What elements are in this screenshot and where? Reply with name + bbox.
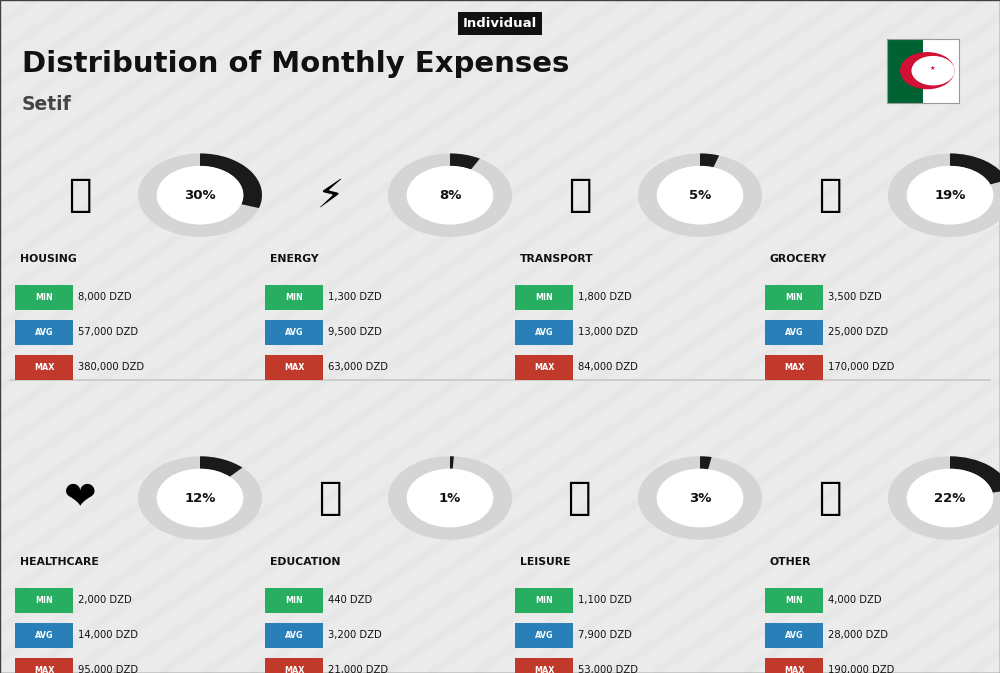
Text: MAX: MAX <box>784 363 804 372</box>
FancyBboxPatch shape <box>765 588 823 613</box>
Text: ★: ★ <box>930 65 935 71</box>
FancyBboxPatch shape <box>765 658 823 673</box>
Circle shape <box>407 166 493 224</box>
Text: 22%: 22% <box>934 491 966 505</box>
Text: MIN: MIN <box>285 596 303 605</box>
Text: MIN: MIN <box>535 596 553 605</box>
Text: MAX: MAX <box>534 666 554 673</box>
Text: 1,100 DZD: 1,100 DZD <box>578 596 632 605</box>
Text: 5%: 5% <box>689 188 711 202</box>
Wedge shape <box>388 456 512 540</box>
FancyBboxPatch shape <box>515 355 573 380</box>
FancyBboxPatch shape <box>15 355 73 380</box>
Text: 95,000 DZD: 95,000 DZD <box>78 666 138 673</box>
Text: 🛒: 🛒 <box>818 176 842 214</box>
Text: HOUSING: HOUSING <box>20 254 77 264</box>
Wedge shape <box>888 153 1000 237</box>
Text: 63,000 DZD: 63,000 DZD <box>328 363 388 372</box>
Text: 170,000 DZD: 170,000 DZD <box>828 363 894 372</box>
FancyBboxPatch shape <box>15 588 73 613</box>
Text: 14,000 DZD: 14,000 DZD <box>78 631 138 640</box>
Text: LEISURE: LEISURE <box>520 557 570 567</box>
Text: 3%: 3% <box>689 491 711 505</box>
FancyBboxPatch shape <box>515 588 573 613</box>
Text: MIN: MIN <box>285 293 303 302</box>
Text: AVG: AVG <box>535 631 553 640</box>
FancyBboxPatch shape <box>15 285 73 310</box>
Text: MAX: MAX <box>784 666 804 673</box>
FancyBboxPatch shape <box>515 658 573 673</box>
Text: 7,900 DZD: 7,900 DZD <box>578 631 632 640</box>
Text: 30%: 30% <box>184 188 216 202</box>
Text: AVG: AVG <box>785 631 803 640</box>
Text: MIN: MIN <box>35 293 53 302</box>
FancyBboxPatch shape <box>765 285 823 310</box>
Circle shape <box>657 469 743 527</box>
Text: Individual: Individual <box>463 17 537 30</box>
Text: Setif: Setif <box>22 95 72 114</box>
Text: 440 DZD: 440 DZD <box>328 596 372 605</box>
Text: MAX: MAX <box>34 363 54 372</box>
Wedge shape <box>700 456 712 469</box>
FancyBboxPatch shape <box>15 320 73 345</box>
Text: AVG: AVG <box>285 328 303 337</box>
Wedge shape <box>950 153 1000 184</box>
Circle shape <box>157 469 243 527</box>
Text: 1,800 DZD: 1,800 DZD <box>578 293 632 302</box>
Text: 1%: 1% <box>439 491 461 505</box>
Text: GROCERY: GROCERY <box>770 254 827 264</box>
FancyBboxPatch shape <box>265 658 323 673</box>
Wedge shape <box>138 456 262 540</box>
Text: MAX: MAX <box>534 363 554 372</box>
FancyBboxPatch shape <box>265 588 323 613</box>
Text: 3,500 DZD: 3,500 DZD <box>828 293 882 302</box>
Circle shape <box>407 469 493 527</box>
Text: ENERGY: ENERGY <box>270 254 319 264</box>
Text: AVG: AVG <box>285 631 303 640</box>
Text: 3,200 DZD: 3,200 DZD <box>328 631 382 640</box>
Text: AVG: AVG <box>535 328 553 337</box>
Text: 1,300 DZD: 1,300 DZD <box>328 293 382 302</box>
Circle shape <box>657 166 743 224</box>
Circle shape <box>157 166 243 224</box>
Text: MAX: MAX <box>284 666 304 673</box>
Wedge shape <box>638 456 762 540</box>
FancyBboxPatch shape <box>265 285 323 310</box>
Wedge shape <box>450 153 480 170</box>
Text: 28,000 DZD: 28,000 DZD <box>828 631 888 640</box>
Text: 12%: 12% <box>184 491 216 505</box>
Text: 8,000 DZD: 8,000 DZD <box>78 293 132 302</box>
Text: OTHER: OTHER <box>770 557 812 567</box>
FancyBboxPatch shape <box>15 623 73 648</box>
FancyBboxPatch shape <box>265 623 323 648</box>
Text: 2,000 DZD: 2,000 DZD <box>78 596 132 605</box>
Text: 380,000 DZD: 380,000 DZD <box>78 363 144 372</box>
Text: 8%: 8% <box>439 188 461 202</box>
Circle shape <box>912 57 954 85</box>
Text: 25,000 DZD: 25,000 DZD <box>828 328 888 337</box>
Text: 19%: 19% <box>934 188 966 202</box>
FancyBboxPatch shape <box>765 355 823 380</box>
Text: MIN: MIN <box>785 293 803 302</box>
Text: 21,000 DZD: 21,000 DZD <box>328 666 388 673</box>
Text: TRANSPORT: TRANSPORT <box>520 254 594 264</box>
Text: ❤️: ❤️ <box>64 479 96 517</box>
Wedge shape <box>200 456 242 476</box>
Text: 57,000 DZD: 57,000 DZD <box>78 328 138 337</box>
Wedge shape <box>950 456 1000 493</box>
Wedge shape <box>388 153 512 237</box>
Text: 🚌: 🚌 <box>568 176 592 214</box>
FancyBboxPatch shape <box>887 38 923 102</box>
FancyBboxPatch shape <box>765 320 823 345</box>
FancyBboxPatch shape <box>515 623 573 648</box>
Text: MAX: MAX <box>284 363 304 372</box>
FancyBboxPatch shape <box>515 285 573 310</box>
Wedge shape <box>638 153 762 237</box>
Wedge shape <box>888 456 1000 540</box>
Text: EDUCATION: EDUCATION <box>270 557 340 567</box>
Text: AVG: AVG <box>785 328 803 337</box>
Text: 🎓: 🎓 <box>318 479 342 517</box>
Text: 🛍️: 🛍️ <box>568 479 592 517</box>
FancyBboxPatch shape <box>765 623 823 648</box>
